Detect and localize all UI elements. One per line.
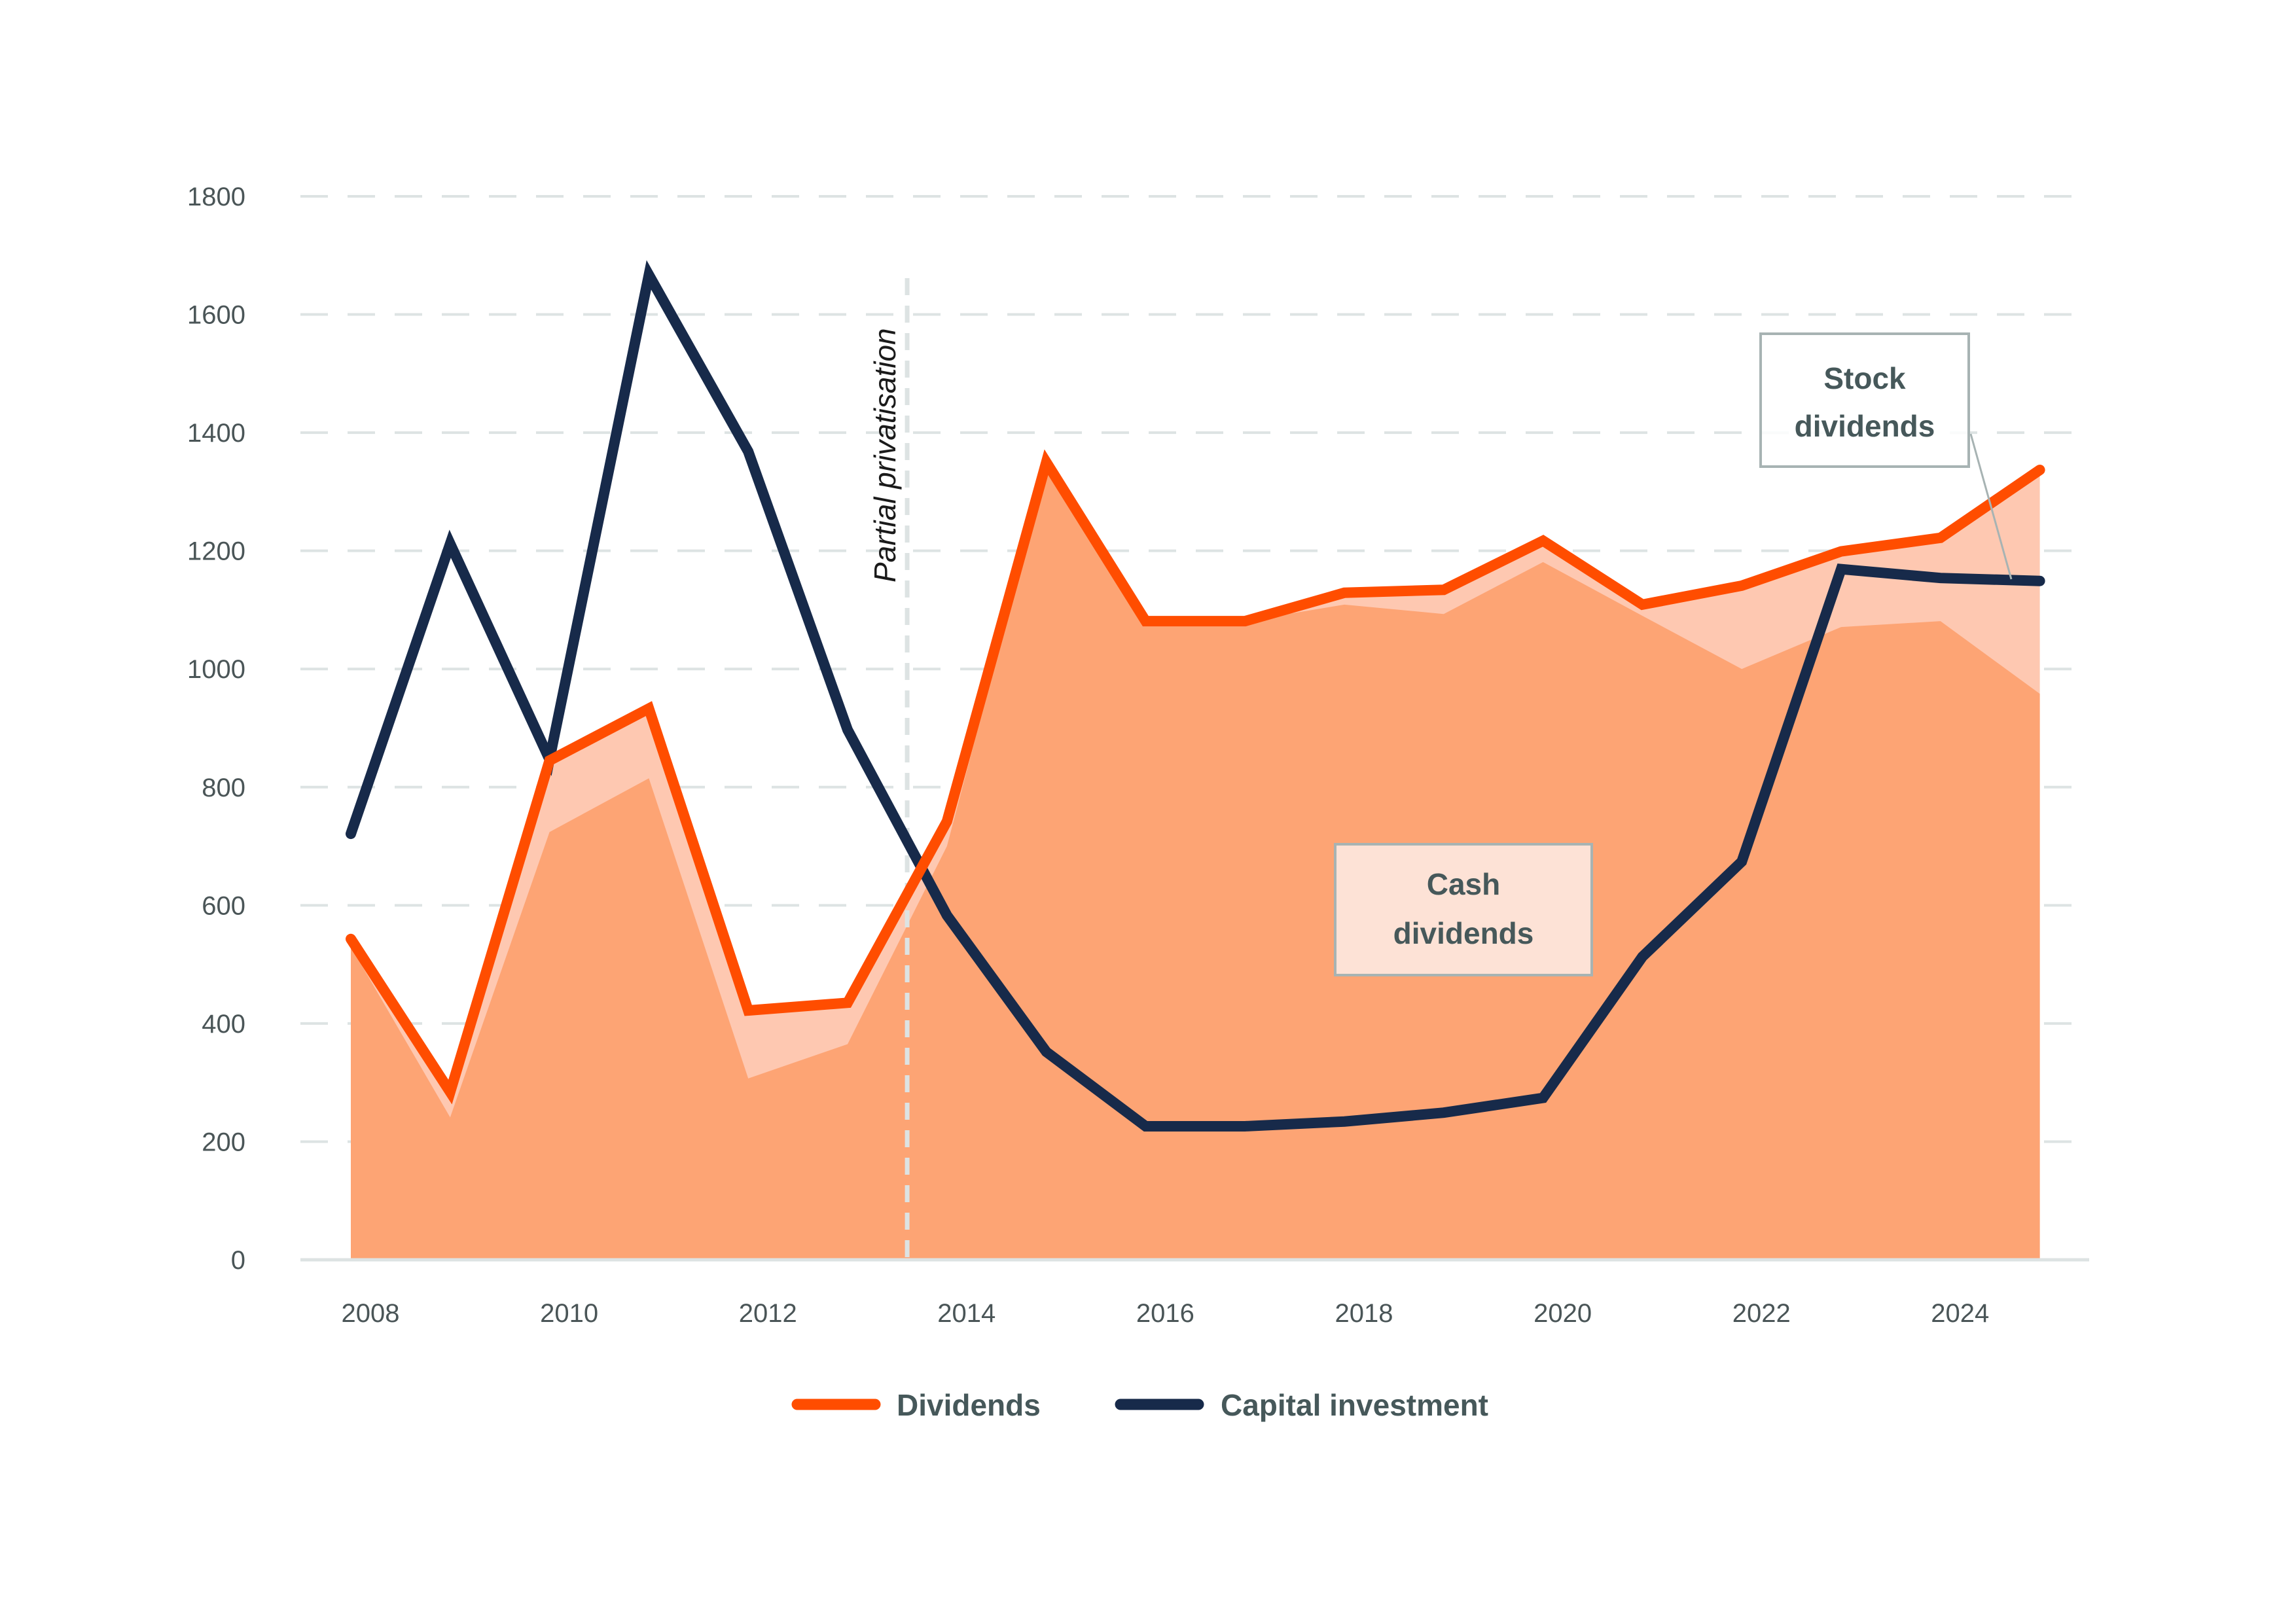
stock-dividends-box <box>1759 332 1970 468</box>
y-tick-label: 0 <box>231 1246 245 1275</box>
cash-dividends-box <box>1334 843 1593 976</box>
x-tick-label: 2008 <box>342 1299 400 1328</box>
x-tick-label: 2020 <box>1534 1299 1592 1328</box>
y-tick-label: 1000 <box>187 655 245 684</box>
x-tick-label: 2012 <box>739 1299 797 1328</box>
y-axis-ticks: 0 200 400 600 800 1000 1200 1400 1600 1800 <box>187 183 245 1275</box>
areas <box>351 462 2040 1260</box>
legend-label-dividends: Dividends <box>897 1388 1041 1422</box>
x-tick-label: 2010 <box>540 1299 598 1328</box>
legend: Dividends Capital investment <box>791 1388 1488 1422</box>
stock-dividends-line-2: dividends <box>1795 409 1935 443</box>
cash-dividends-annotation: Cash dividends <box>1334 843 1593 976</box>
x-tick-label: 2024 <box>1931 1299 1989 1328</box>
series-lines <box>346 260 2045 1132</box>
y-tick-label: 200 <box>202 1128 245 1156</box>
stock-dividends-annotation: Stock dividends <box>1759 332 2013 580</box>
partial-privatisation-marker: Partial privatisation <box>868 278 910 1260</box>
y-tick-label: 1400 <box>187 419 245 448</box>
y-tick-label: 1200 <box>187 537 245 566</box>
x-tick-label: 2014 <box>937 1299 996 1328</box>
legend-label-capital-investment: Capital investment <box>1221 1388 1488 1422</box>
x-tick-label: 2022 <box>1732 1299 1791 1328</box>
partial-privatisation-label: Partial privatisation <box>868 328 902 582</box>
cash-dividends-line-2: dividends <box>1393 916 1534 950</box>
y-tick-label: 1800 <box>187 183 245 211</box>
y-tick-label: 400 <box>202 1010 245 1039</box>
line-dividends <box>346 449 2045 1105</box>
stock-dividends-line-1: Stock <box>1823 361 1906 395</box>
stock-dividends-leader-line <box>1969 433 2013 580</box>
y-tick-label: 800 <box>202 774 245 802</box>
y-tick-label: 1600 <box>187 301 245 330</box>
x-tick-label: 2016 <box>1136 1299 1194 1328</box>
line-capital-investment <box>346 260 2045 1132</box>
legend-item-dividends: Dividends <box>791 1388 1041 1422</box>
cash-dividends-area <box>351 468 2040 1260</box>
y-tick-label: 600 <box>202 891 245 920</box>
x-axis-ticks: 2008 2010 2012 2014 2016 2018 2020 2022 2024 <box>342 1299 1990 1328</box>
cash-dividends-line-1: Cash <box>1427 867 1500 901</box>
x-tick-label: 2018 <box>1335 1299 1393 1328</box>
legend-item-capital-investment: Capital investment <box>1115 1388 1488 1422</box>
